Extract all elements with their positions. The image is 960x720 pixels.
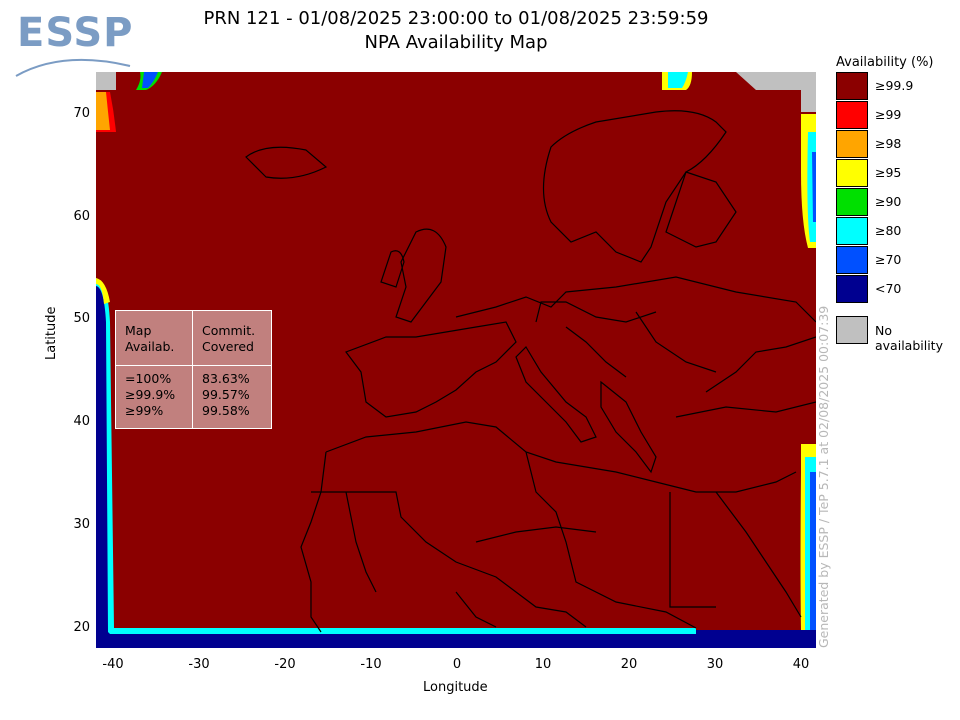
logo-text: ESSP: [17, 10, 134, 56]
legend-label: ≥99: [875, 107, 902, 122]
generation-credit: Generated by ESSP / TeP 5.7.1 at 02/08/2…: [816, 305, 831, 648]
stats-col1-header: Map Availab.: [125, 323, 175, 354]
no-avail-region-nw: [96, 72, 116, 90]
stats-col2-header: Commit. Covered: [202, 323, 256, 354]
x-tick: 10: [534, 657, 552, 672]
map-title: PRN 121 - 01/08/2025 23:00:00 to 01/08/2…: [203, 8, 709, 29]
x-tick: -30: [188, 657, 210, 672]
y-tick: 60: [73, 209, 90, 224]
logo-swoosh-icon: [15, 58, 131, 77]
legend-label: ≥99.9: [875, 78, 914, 93]
legend-swatch: [836, 72, 868, 100]
legend-swatch: [836, 101, 868, 129]
legend-swatch: [836, 217, 868, 245]
x-tick: 0: [452, 657, 462, 672]
x-tick: 20: [620, 657, 638, 672]
legend-swatch: [836, 130, 868, 158]
legend-swatch: [836, 246, 868, 274]
y-tick: 30: [73, 517, 90, 532]
legend-label: ≥90: [875, 194, 902, 209]
y-tick: 40: [73, 414, 90, 429]
y-tick: 20: [73, 620, 90, 635]
legend-label: <70: [875, 281, 902, 296]
stats-col1-values: =100% ≥99.9% ≥99%: [125, 371, 176, 418]
legend-label: ≥80: [875, 223, 902, 238]
x-tick: -10: [360, 657, 382, 672]
y-tick: 70: [73, 106, 90, 121]
x-tick: 40: [792, 657, 810, 672]
stats-col2-values: 83.63% 99.57% 99.58%: [202, 371, 250, 418]
x-tick: 30: [706, 657, 724, 672]
legend-swatch: [836, 188, 868, 216]
legend-title: Availability (%): [836, 55, 934, 70]
legend-swatch-no-availability: [836, 316, 868, 344]
coastlines: [245, 110, 817, 633]
availability-stats-table: Map Availab. Commit. Covered =100% ≥99.9…: [115, 310, 272, 429]
legend-swatch: [836, 159, 868, 187]
x-tick: -20: [274, 657, 296, 672]
legend-label: ≥95: [875, 165, 902, 180]
y-tick: 50: [73, 311, 90, 326]
map-subtitle: NPA Availability Map: [364, 32, 548, 53]
legend-label-no-availability: No availability: [875, 323, 943, 353]
x-tick: -40: [102, 657, 124, 672]
legend-label: ≥70: [875, 252, 902, 267]
no-avail-region-ne: [686, 72, 816, 112]
essp-logo: ESSP: [12, 10, 132, 80]
legend-label: ≥98: [875, 136, 902, 151]
y-axis-label: Latitude: [44, 306, 59, 360]
yellow-edge-left: [96, 278, 110, 304]
x-axis-label: Longitude: [423, 680, 488, 695]
legend-swatch: [836, 275, 868, 303]
